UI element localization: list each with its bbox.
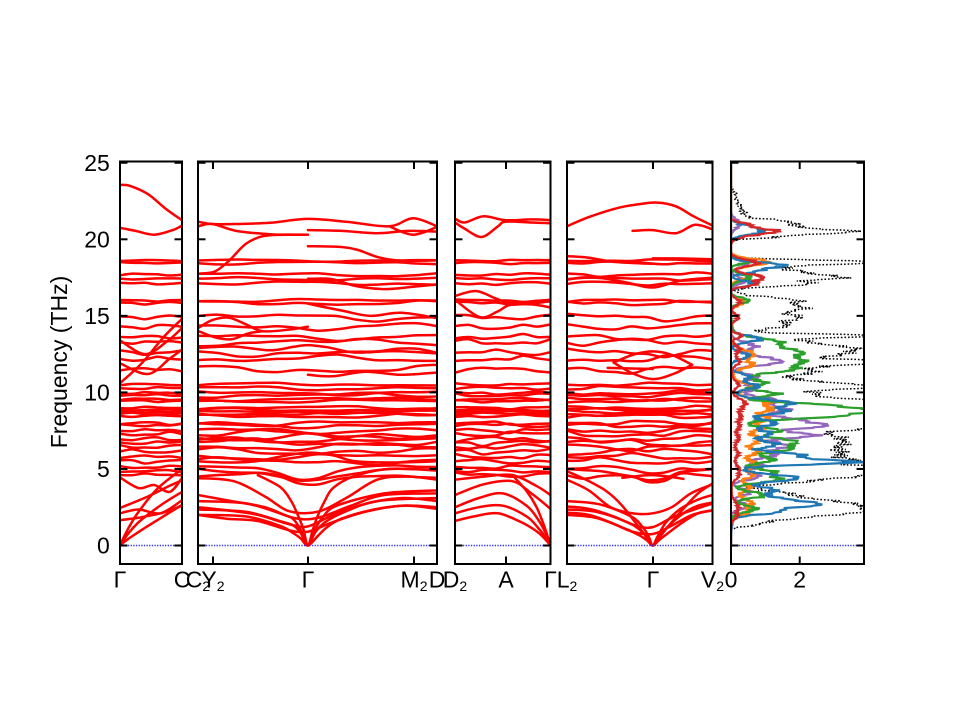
svg-text:25: 25 [84, 150, 110, 176]
svg-text:Γ: Γ [647, 567, 660, 593]
svg-text:0: 0 [725, 567, 738, 593]
svg-text:Γ: Γ [302, 567, 315, 593]
svg-text:20: 20 [84, 226, 110, 252]
svg-text:15: 15 [84, 303, 110, 329]
svg-text:5: 5 [97, 456, 110, 482]
svg-text:2: 2 [793, 567, 806, 593]
svg-text:Frequency (THz): Frequency (THz) [46, 276, 72, 449]
svg-text:10: 10 [84, 379, 110, 405]
svg-text:A: A [498, 567, 514, 593]
svg-text:C: C [174, 567, 191, 593]
svg-text:Γ: Γ [114, 567, 127, 593]
svg-text:Γ: Γ [544, 567, 557, 593]
svg-text:0: 0 [97, 533, 110, 559]
svg-text:D: D [429, 567, 446, 593]
